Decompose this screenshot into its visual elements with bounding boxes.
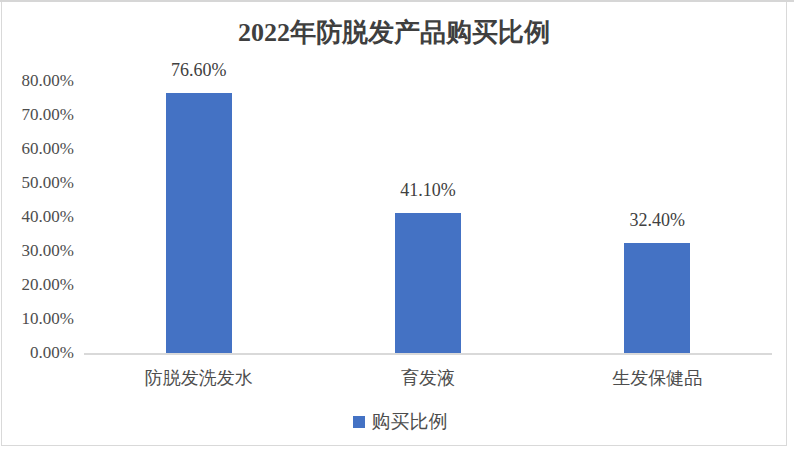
x-axis-line (84, 353, 772, 355)
y-axis-tick-label: 20.00% (2, 275, 74, 295)
data-label: 41.10% (313, 180, 542, 200)
bar-生发保健品 (624, 243, 690, 353)
legend: 购买比例 (2, 412, 786, 432)
y-axis-tick-label: 30.00% (2, 241, 74, 261)
x-axis-category-label: 育发液 (313, 368, 542, 388)
y-axis-tick-label: 50.00% (2, 173, 74, 193)
bar-育发液 (395, 213, 461, 353)
x-axis-category-label: 生发保健品 (543, 368, 772, 388)
data-label: 32.40% (543, 210, 772, 230)
legend-color-swatch (353, 416, 365, 428)
y-axis-tick-label: 0.00% (2, 343, 74, 363)
x-axis-category-label: 防脱发洗发水 (84, 368, 313, 388)
data-label: 76.60% (84, 60, 313, 80)
y-axis-tick-label: 10.00% (2, 309, 74, 329)
chart-frame: 2022年防脱发产品购买比例 0.00% 10.00% 20.00% 30.00% 40… (0, 0, 794, 453)
y-axis-tick-label: 60.00% (2, 139, 74, 159)
chart-title: 2022年防脱发产品购买比例 (2, 16, 786, 50)
bar-防脱发洗发水 (166, 93, 232, 353)
y-axis-tick-label: 80.00% (2, 71, 74, 91)
y-axis-tick-label: 70.00% (2, 105, 74, 125)
chart-card: 2022年防脱发产品购买比例 0.00% 10.00% 20.00% 30.00% 40… (1, 2, 787, 446)
y-axis-tick-label: 40.00% (2, 207, 74, 227)
legend-label: 购买比例 (372, 412, 448, 432)
